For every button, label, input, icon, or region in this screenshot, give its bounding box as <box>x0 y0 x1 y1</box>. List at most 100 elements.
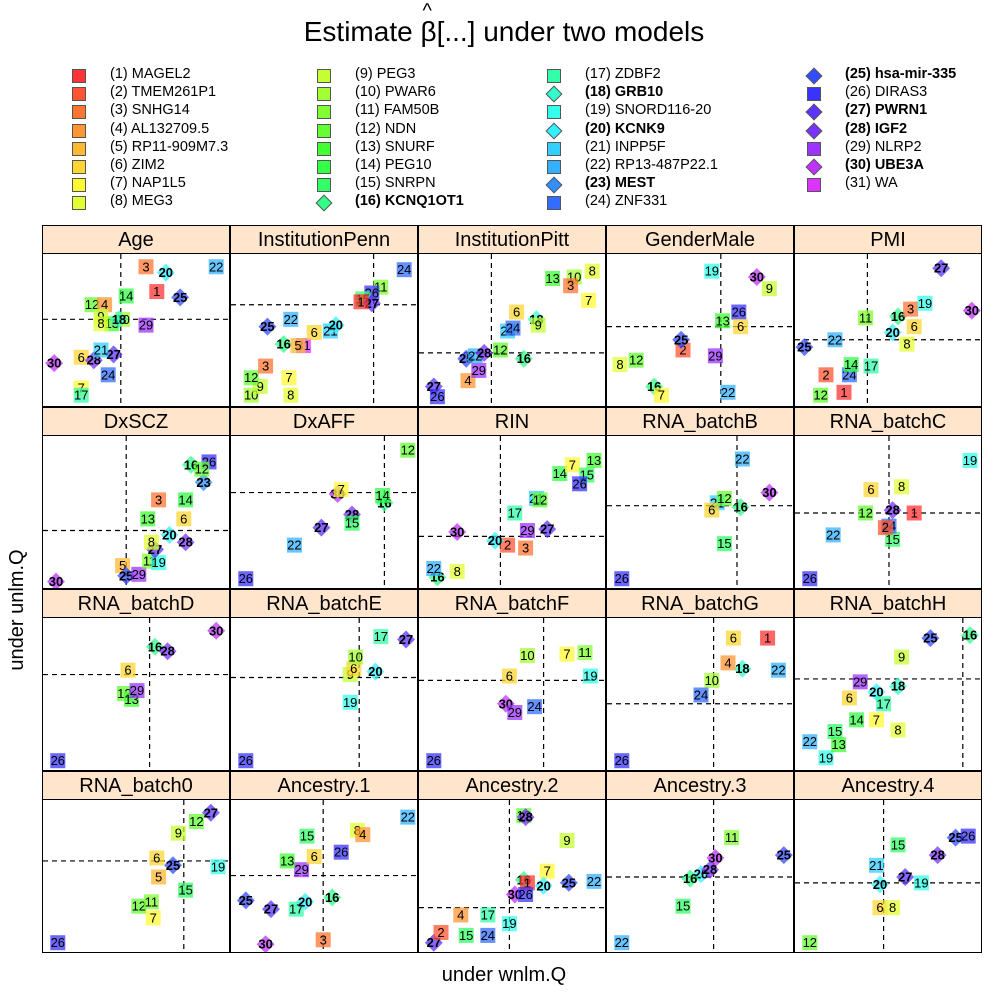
panel-plot-area: 2622273072815161412 <box>230 435 418 589</box>
point-square-marker <box>906 505 922 521</box>
data-point: 22 <box>208 259 224 275</box>
point-diamond-marker <box>681 869 700 888</box>
point-label: 28 <box>160 644 174 659</box>
point-label: 17 <box>864 359 878 374</box>
panel-strip-label: GenderMale <box>606 225 794 254</box>
point-diamond-marker <box>883 323 902 342</box>
point-square-marker <box>348 649 364 665</box>
panel-rna-batchh: RNA_batchH 22 19 13 15 14 7 8 6 29 20 17 18 9 25 16 <box>794 589 982 777</box>
point-square-marker <box>707 348 723 364</box>
data-point: 9 <box>170 825 186 841</box>
point-label: 7 <box>338 482 345 497</box>
data-point: 18 <box>733 659 752 678</box>
point-label: 7 <box>658 388 665 403</box>
legend-label: (15) SNRPN <box>355 175 436 192</box>
point-square-marker <box>507 705 523 721</box>
point-square-marker <box>552 466 568 482</box>
data-point: 29 <box>707 348 723 364</box>
data-point: 20 <box>326 316 345 335</box>
point-square-marker <box>960 828 976 844</box>
point-diamond-marker <box>961 626 979 645</box>
panel-rna-batchd: RNA_batchD263016286121329 <box>42 589 230 777</box>
point-label: 28 <box>703 862 717 877</box>
legend-diamond-icon <box>805 158 823 176</box>
point-label: 16 <box>963 628 977 643</box>
point-label: 4 <box>359 827 366 842</box>
panel-rna-batchc: RNA_batchC261922151268241282 <box>794 407 982 595</box>
point-label: 8 <box>903 337 910 352</box>
legend-diamond-icon <box>805 103 823 121</box>
point-label: 5 <box>155 870 162 885</box>
point-square-marker <box>572 476 588 492</box>
legend-label: (6) ZIM2 <box>110 157 165 173</box>
point-label: 3 <box>522 541 529 556</box>
legend-label: (22) RP13-487P22.1 <box>585 157 718 173</box>
panel-strip-label: InstitutionPenn <box>230 225 418 254</box>
data-point: 19 <box>151 555 167 571</box>
point-label: 27 <box>204 805 218 820</box>
legend-label: (13) SNURF <box>355 138 435 155</box>
point-label: 7 <box>285 370 292 385</box>
point-diamond-marker <box>258 317 277 336</box>
legend-square-icon <box>547 69 561 83</box>
point-label: 14 <box>849 712 863 727</box>
point-square-marker <box>868 857 884 873</box>
point-square-marker <box>734 451 750 467</box>
legend-label: (27) PWRN1 <box>845 102 928 119</box>
point-label: 9 <box>535 318 542 333</box>
data-point: 22 <box>802 734 818 750</box>
panel-svg: 27264292522281612212418131087369 <box>419 254 605 406</box>
data-point: 23 <box>194 473 213 492</box>
panel-strip-label: Ancestry.2 <box>418 771 606 800</box>
legend-square-icon <box>317 141 331 156</box>
point-label: 20 <box>869 685 883 700</box>
data-point: 12 <box>813 387 829 403</box>
point-square-marker <box>281 370 297 386</box>
point-label: 12 <box>85 297 99 312</box>
panel-plot-area: 30325271720162913615268422 <box>230 799 418 953</box>
point-label: 26 <box>51 753 65 768</box>
data-point: 7 <box>559 646 575 662</box>
panel-strip-label: RIN <box>418 407 606 436</box>
point-label: 6 <box>506 669 513 684</box>
data-point: 26 <box>960 828 976 844</box>
panel-plot-area: 109128732522163156212011261527241 <box>230 253 418 407</box>
data-point: 7 <box>564 457 580 473</box>
panel-age: Age3071762824272112414910131882912532022 <box>42 225 230 413</box>
data-point: 6 <box>704 502 720 518</box>
point-label: 15 <box>178 883 192 898</box>
data-point: 12 <box>243 370 259 386</box>
legend-label: (9) PEG3 <box>355 66 416 82</box>
point-square-marker <box>333 844 349 860</box>
point-label: 14 <box>375 488 389 503</box>
point-diamond-marker <box>448 523 467 541</box>
point-square-marker <box>802 571 818 587</box>
point-diamond-marker <box>932 259 951 278</box>
data-point: 12 <box>492 342 508 358</box>
point-square-marker <box>725 630 741 646</box>
point-diamond-marker <box>962 301 981 320</box>
point-label: 14 <box>844 357 858 372</box>
point-square-marker <box>858 505 874 521</box>
point-label: 27 <box>314 520 328 535</box>
point-square-marker <box>519 875 535 891</box>
point-square-marker <box>563 278 579 294</box>
point-label: 21 <box>869 858 883 873</box>
legend-square-icon <box>547 105 561 120</box>
point-diamond-marker <box>760 483 779 502</box>
data-point: 18 <box>110 310 128 329</box>
point-diamond-marker <box>534 876 553 895</box>
data-point: 25 <box>795 338 814 357</box>
data-point: 27 <box>201 803 220 822</box>
panel-plot-area: 26172796102019 <box>230 617 418 771</box>
data-point: 13 <box>279 853 295 869</box>
point-label: 11 <box>145 894 159 909</box>
point-label: 23 <box>196 475 210 490</box>
point-square-marker <box>315 932 331 948</box>
data-point: 27 <box>896 868 915 886</box>
panel-rna-batchg: RNA_batchG 26 1 22 6 10 24 18 4 <box>606 589 794 777</box>
data-point: 24 <box>527 699 543 715</box>
data-point: 8 <box>890 722 906 738</box>
